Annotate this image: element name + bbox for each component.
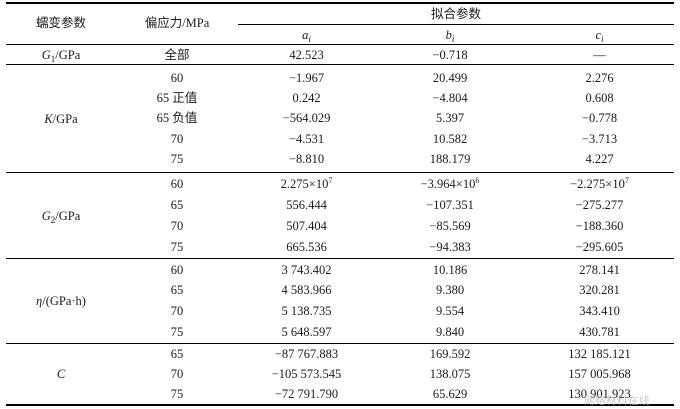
bottom-rule [6, 404, 674, 406]
row-a: 2.275×107 [280, 176, 333, 192]
row-c: 130 901.923 [568, 387, 631, 401]
header-stress: 偏应力/MPa [144, 16, 210, 30]
row-a: 0.242 [292, 91, 321, 105]
row-a: 507.404 [286, 219, 327, 233]
row-b: 5.397 [435, 111, 465, 125]
row-b: 10.186 [432, 263, 468, 277]
row-b: 65.629 [432, 387, 468, 401]
row-c: −0.778 [581, 111, 618, 125]
row-c: −3.713 [581, 132, 618, 146]
row-stress: 75 [170, 240, 184, 254]
row-a: 5 138.735 [281, 304, 332, 318]
header-b: bi [445, 28, 455, 44]
row-c: −2.275×107 [570, 176, 629, 192]
row-c: — [593, 48, 606, 62]
header-param: 蠕变参数 [35, 16, 86, 30]
row-c: −275.277 [575, 198, 624, 212]
row-stress: 65 [170, 283, 184, 297]
row-a: −72 791.790 [274, 387, 339, 401]
row-stress: 70 [170, 367, 184, 381]
row-b: 9.380 [435, 283, 465, 297]
row-stress: 75 [170, 387, 184, 401]
row-c: 132 185.121 [568, 347, 631, 361]
row-c: 2.276 [585, 71, 614, 85]
group-g2: G2/GPa [41, 209, 81, 225]
row-b: −4.804 [432, 91, 468, 105]
row-c: 430.781 [579, 325, 620, 339]
row-a: −87 767.883 [274, 347, 339, 361]
row-stress: 60 [170, 263, 184, 277]
row-b: 10.582 [432, 132, 468, 146]
row-a: −8.810 [288, 152, 325, 166]
row-a: 665.536 [286, 240, 327, 254]
row-stress: 70 [170, 304, 184, 318]
row-stress: 60 [170, 177, 184, 191]
row-stress: 全部 [164, 48, 190, 62]
eta-rule [6, 343, 674, 344]
row-a: −564.029 [282, 111, 331, 125]
row-c: 278.141 [579, 263, 620, 277]
row-b: −107.351 [426, 198, 474, 212]
row-c: 343.410 [579, 304, 620, 318]
row-a: −105 573.545 [271, 367, 342, 381]
watermark: 网络材料在线 [584, 395, 650, 407]
row-stress: 60 [170, 71, 184, 85]
row-stress: 75 [170, 325, 184, 339]
header-fit: 拟合参数 [430, 7, 481, 21]
row-a: 556.444 [286, 198, 327, 212]
row-b: 9.840 [435, 325, 465, 339]
row-c: 320.281 [579, 283, 620, 297]
fit-group-underline [238, 24, 674, 25]
row-b: 188.179 [429, 152, 471, 166]
row-c: 157 005.968 [568, 367, 631, 381]
g1-rule [6, 64, 674, 65]
group-eta: η/(GPa·h) [36, 294, 86, 308]
row-a: 4 583.966 [281, 283, 332, 297]
row-a: 3 743.402 [281, 263, 332, 277]
row-c: 0.608 [585, 91, 614, 105]
row-stress: 75 [170, 152, 184, 166]
row-a: −1.967 [288, 71, 325, 85]
row-c: 4.227 [585, 152, 614, 166]
row-a: 42.523 [289, 48, 324, 62]
row-b: 9.554 [435, 304, 465, 318]
row-stress: 65 负值 [156, 111, 198, 125]
top-rule [6, 2, 674, 4]
g2-rule [6, 258, 674, 259]
row-c: −188.360 [575, 219, 624, 233]
group-k: K/GPa [44, 112, 78, 126]
row-stress: 65 [170, 198, 184, 212]
row-b: −85.569 [429, 219, 471, 233]
row-a: 5 648.597 [281, 325, 332, 339]
row-stress: 65 正值 [156, 91, 198, 105]
row-b: 20.499 [432, 71, 468, 85]
header-c: ci [595, 28, 604, 44]
row-b: 169.592 [429, 347, 471, 361]
group-g1: G1/GPa [41, 48, 81, 64]
row-c: −295.605 [575, 240, 624, 254]
row-stress: 70 [170, 132, 184, 146]
row-a: −4.531 [288, 132, 325, 146]
row-stress: 65 [170, 347, 184, 361]
row-stress: 70 [170, 219, 184, 233]
header-rule [6, 44, 674, 45]
group-c: C [56, 367, 66, 381]
row-b: 138.075 [429, 367, 471, 381]
row-b: −3.964×106 [420, 176, 480, 192]
row-b: −94.383 [429, 240, 471, 254]
row-b: −0.718 [432, 48, 468, 62]
header-a: ai [302, 28, 311, 44]
k-rule [6, 172, 674, 173]
